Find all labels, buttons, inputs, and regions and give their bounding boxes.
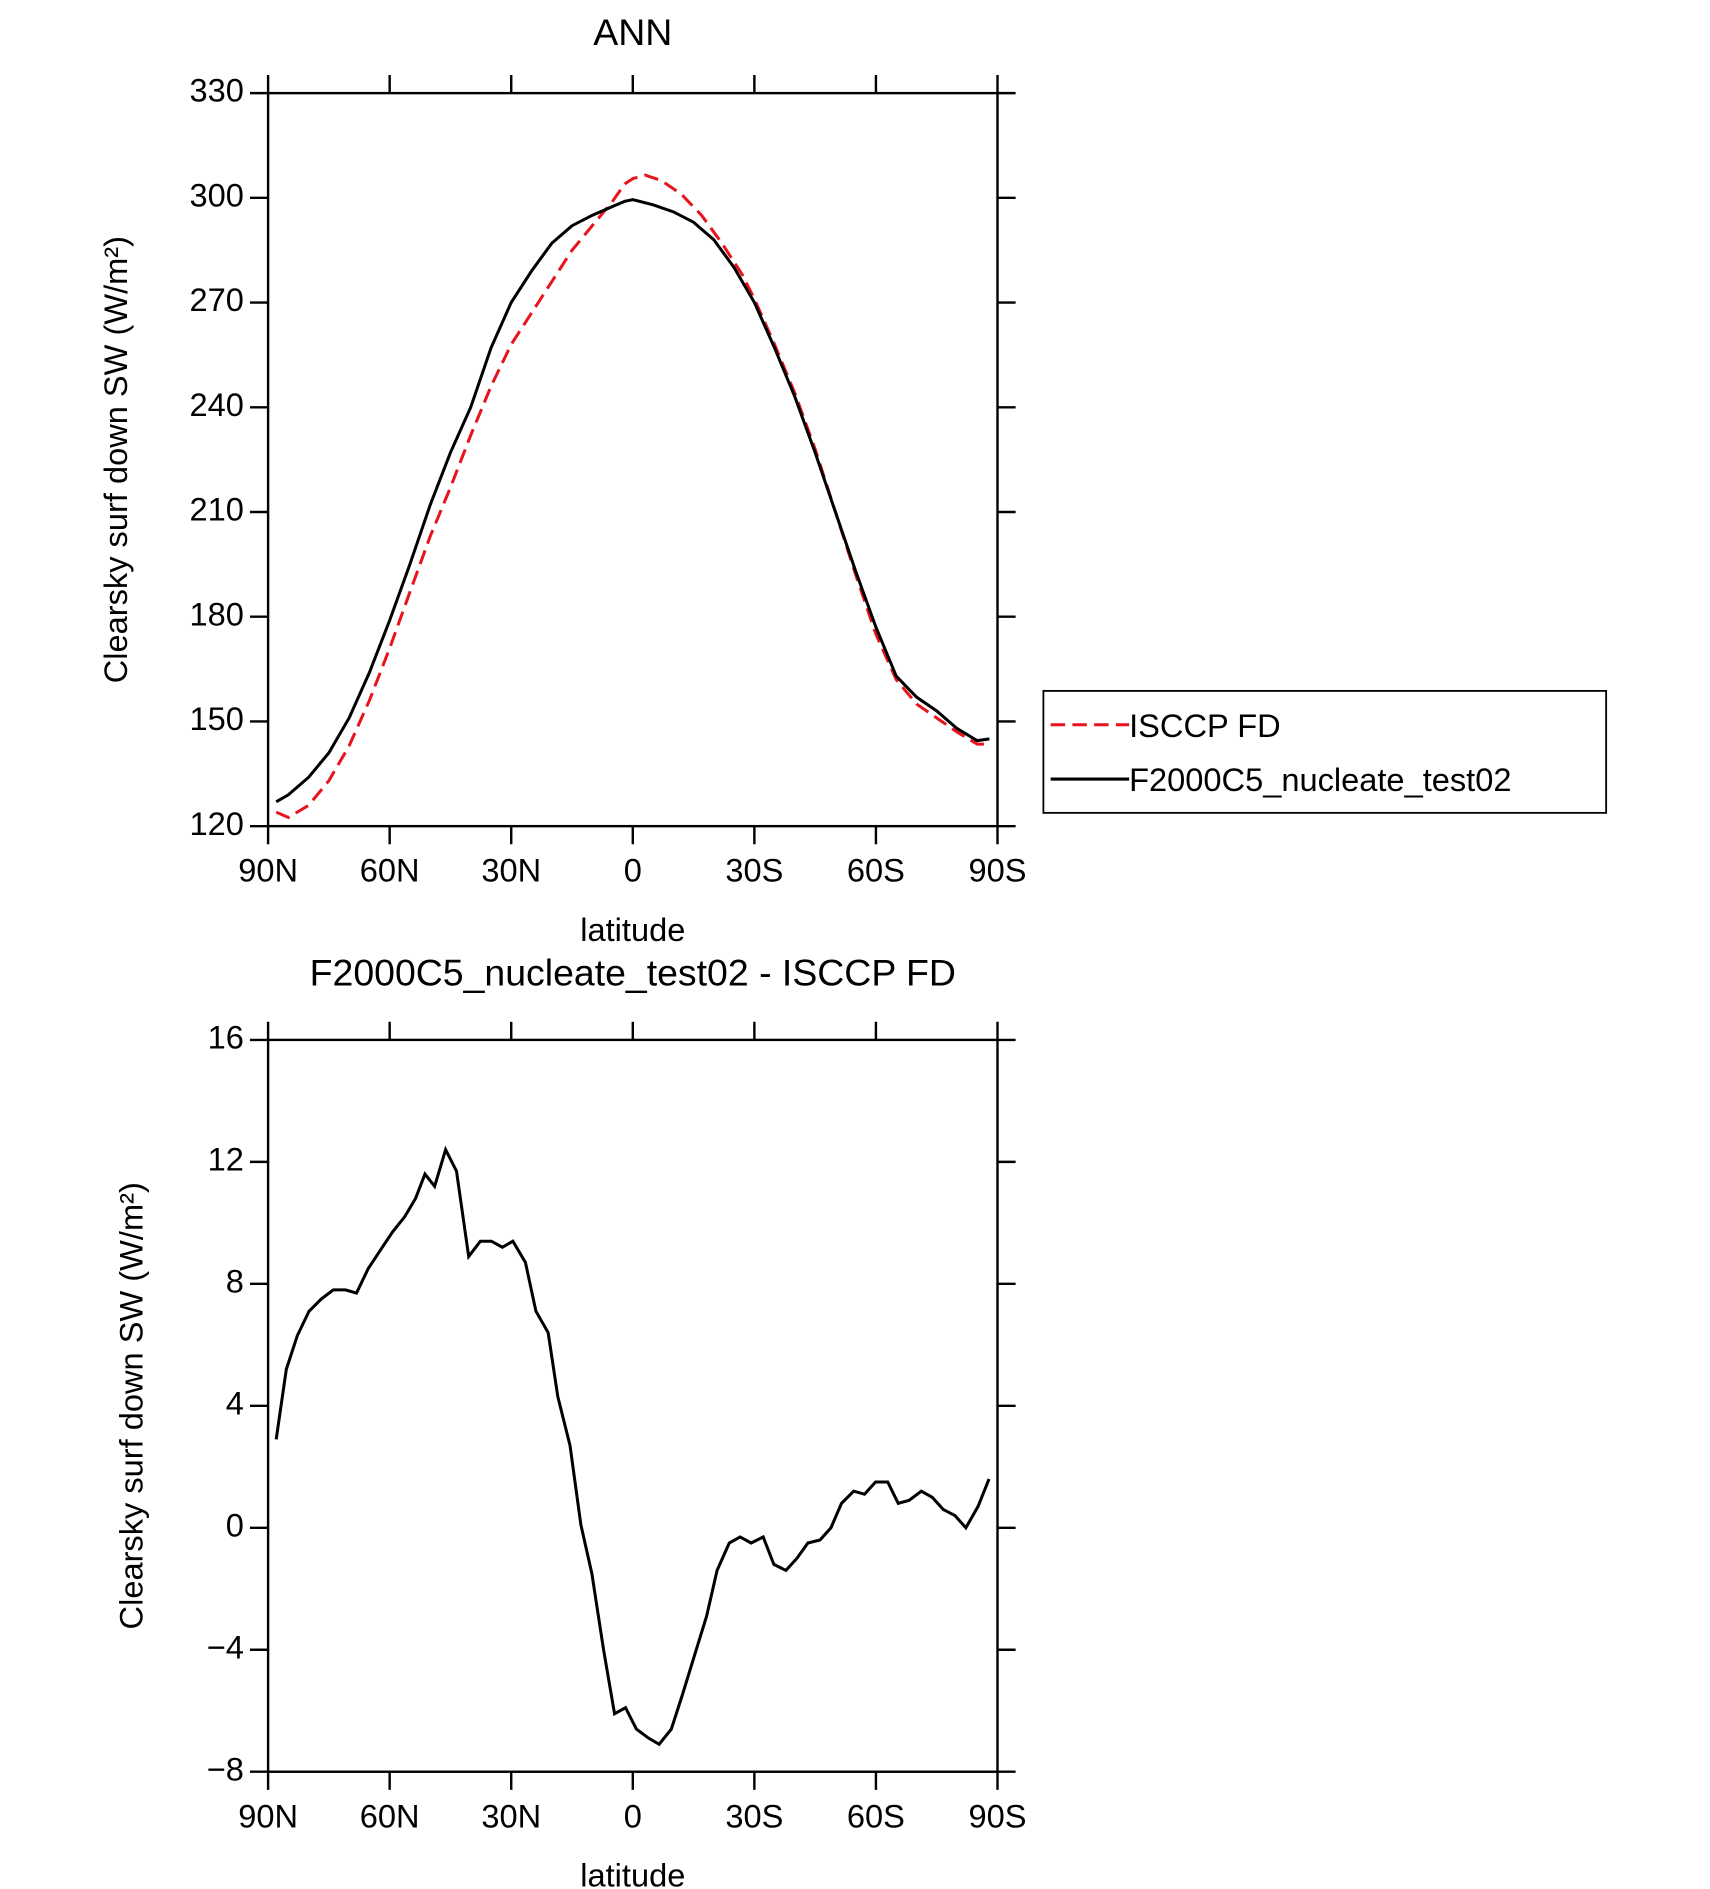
x-tick-label: 90N [238, 1797, 298, 1834]
x-tick-label: 60S [847, 1797, 905, 1834]
x-tick-label: 90S [969, 1797, 1027, 1834]
data-line [275, 198, 990, 804]
y-tick-label: −8 [207, 1750, 244, 1787]
y-tick-label: 180 [190, 595, 244, 632]
x-tick-label: 60S [847, 852, 905, 889]
x-tick-label: 60N [360, 1797, 420, 1834]
y-tick-label: 240 [190, 386, 244, 423]
x-tick-label: 60N [360, 852, 420, 889]
x-tick-label: 0 [624, 852, 642, 889]
y-tick-label: 120 [190, 805, 244, 842]
plot-frame [266, 91, 999, 828]
x-tick-label: 30S [725, 1797, 783, 1834]
x-tick-label: 30N [481, 852, 541, 889]
x-tick-label: 30N [481, 1797, 541, 1834]
x-tick-label: 30S [725, 852, 783, 889]
y-tick-label: 330 [190, 72, 244, 109]
x-tick-label: 90S [969, 852, 1027, 889]
chart-title: F2000C5_nucleate_test02 - ISCCP FD [310, 952, 956, 994]
y-tick-label: 0 [226, 1506, 244, 1543]
y-tick-label: 8 [226, 1262, 244, 1299]
y-axis-label: Clearsky surf down SW (W/m²) [97, 236, 134, 683]
x-tick-label: 0 [624, 1797, 642, 1834]
plot-frame [266, 1038, 999, 1773]
y-tick-label: 4 [226, 1384, 244, 1421]
legend-label: F2000C5_nucleate_test02 [1129, 761, 1511, 798]
x-axis-label: latitude [580, 911, 685, 948]
chart-title: ANN [593, 11, 672, 53]
y-tick-label: 210 [190, 491, 244, 528]
y-axis-label: Clearsky surf down SW (W/m²) [112, 1182, 149, 1629]
legend-box [1042, 689, 1608, 814]
x-axis-label: latitude [580, 1856, 685, 1889]
data-line [274, 1145, 991, 1747]
y-tick-label: 270 [190, 281, 244, 318]
x-tick-label: 90N [238, 852, 298, 889]
y-tick-label: 300 [190, 176, 244, 213]
y-tick-label: 16 [208, 1019, 244, 1056]
legend-label: ISCCP FD [1129, 707, 1281, 744]
y-tick-label: −4 [207, 1628, 244, 1665]
y-tick-label: 12 [208, 1140, 244, 1177]
data-line [275, 173, 990, 820]
y-tick-label: 150 [190, 700, 244, 737]
